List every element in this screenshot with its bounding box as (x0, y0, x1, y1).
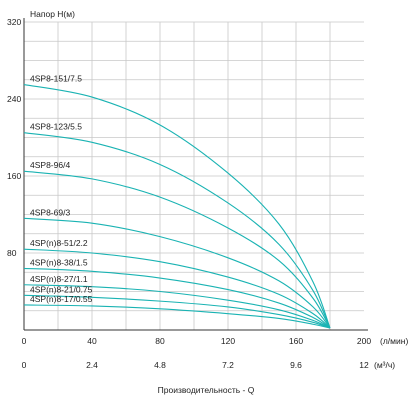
y-tick-label: 240 (7, 94, 21, 104)
x-tick-label-secondary: 9.6 (290, 360, 302, 370)
x-axis-title: Производительность - Q (158, 385, 255, 395)
series-label: 4SP8-69/3 (30, 207, 70, 217)
x-tick-label: 0 (22, 336, 27, 346)
axes (23, 18, 368, 331)
x-tick-label: 200 (357, 336, 371, 346)
series-curve (23, 304, 331, 329)
series-label: 4SP8-96/4 (30, 160, 70, 170)
x-axis-unit-primary: (л/мин) (380, 336, 408, 346)
x-tick-label-secondary: 7.2 (222, 360, 234, 370)
series-curve (23, 284, 331, 329)
series-label: 4SP8-123/5.5 (30, 122, 82, 132)
series-label: 4SP(n)8-51/2.2 (30, 238, 88, 248)
series-curve (23, 294, 331, 329)
x-tick-label-secondary: 12 (359, 360, 369, 370)
y-axis-title: Напор Н(м) (30, 9, 75, 19)
series-label: 4SP(n)8-21/0.75 (30, 284, 93, 294)
series-curve (23, 267, 331, 329)
y-tick-label: 320 (7, 17, 21, 27)
series-curve (23, 248, 331, 329)
series-label: 4SP(n)8-27/1.1 (30, 274, 88, 284)
series-curve (23, 217, 331, 329)
y-tick-labels: 80 160 240 320 (7, 17, 21, 258)
x-tick-label-secondary: 2.4 (86, 360, 98, 370)
y-tick-label: 160 (7, 171, 21, 181)
x-tick-label: 40 (87, 336, 97, 346)
series-label: 4SP(n)8-17/0.55 (30, 294, 93, 304)
series-curves (23, 84, 331, 329)
x-tick-labels: 0 40 80 120 160 200 (22, 336, 372, 346)
x-tick-labels-secondary: 0 2.4 4.8 7.2 9.6 12 (22, 360, 369, 370)
x-axis-unit-secondary: (м³/ч) (374, 360, 395, 370)
x-tick-label: 160 (289, 336, 303, 346)
series-labels: 4SP8-151/7.5 4SP8-123/5.5 4SP8-96/4 4SP8-69… (30, 74, 93, 304)
x-tick-label-secondary: 4.8 (154, 360, 166, 370)
x-tick-label: 80 (155, 336, 165, 346)
grid (24, 21, 364, 330)
series-label: 4SP8-151/7.5 (30, 74, 82, 84)
x-tick-label-secondary: 0 (22, 360, 27, 370)
series-curve (23, 170, 331, 329)
series-curve (23, 84, 331, 329)
y-tick-label: 80 (7, 248, 17, 258)
series-label: 4SP(n)8-38/1.5 (30, 257, 88, 267)
x-tick-label: 120 (221, 336, 235, 346)
series-curve (23, 132, 331, 329)
